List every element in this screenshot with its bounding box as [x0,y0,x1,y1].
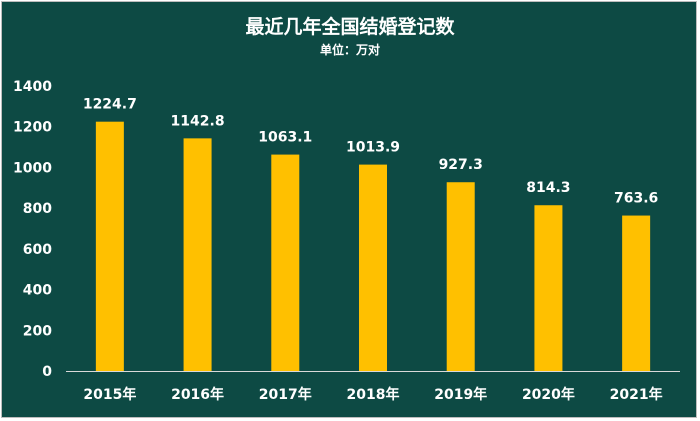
y-tick-label: 800 [23,201,52,217]
bar [622,215,651,371]
bar [359,164,387,371]
data-label: 1013.9 [346,140,400,156]
y-tick-label: 1000 [13,160,52,176]
bar [95,121,124,372]
x-tick-label: 2019年 [434,386,487,403]
y-tick-label: 1400 [13,79,52,95]
x-tick-label: 2020年 [522,386,575,403]
x-tick-label: 2018年 [347,386,400,403]
x-axis: 2015年 2016年 2017年 2018年 2019年 2020年 2021年 [66,371,680,403]
bar [534,205,563,371]
chart-subtitle: 单位：万对 [320,42,380,57]
data-label: 1224.7 [83,97,137,113]
x-tick-label: 2017年 [259,386,312,403]
bar-series [95,121,651,372]
data-label: 763.6 [614,191,658,207]
y-tick-label: 400 [23,283,52,299]
y-axis: 0 200 400 600 800 1000 1200 1400 [13,79,52,380]
data-label: 1142.8 [171,113,225,129]
bar [183,138,212,371]
y-tick-label: 0 [42,364,52,380]
x-tick-label: 2021年 [610,386,663,403]
data-labels: 1224.7 1142.8 1063.1 1013.9 927.3 814.3 763.6 [83,97,658,207]
bar [271,154,300,371]
chart-title: 最近几年全国结婚登记数 [245,15,455,38]
x-tick-label: 2015年 [83,386,136,403]
data-label: 927.3 [439,157,483,173]
y-tick-label: 200 [23,323,52,339]
bar [446,182,475,371]
x-tick-label: 2016年 [171,386,224,403]
y-tick-label: 600 [23,242,52,258]
data-label: 1063.1 [258,130,312,146]
data-label: 814.3 [526,180,570,196]
y-tick-label: 1200 [13,120,52,136]
